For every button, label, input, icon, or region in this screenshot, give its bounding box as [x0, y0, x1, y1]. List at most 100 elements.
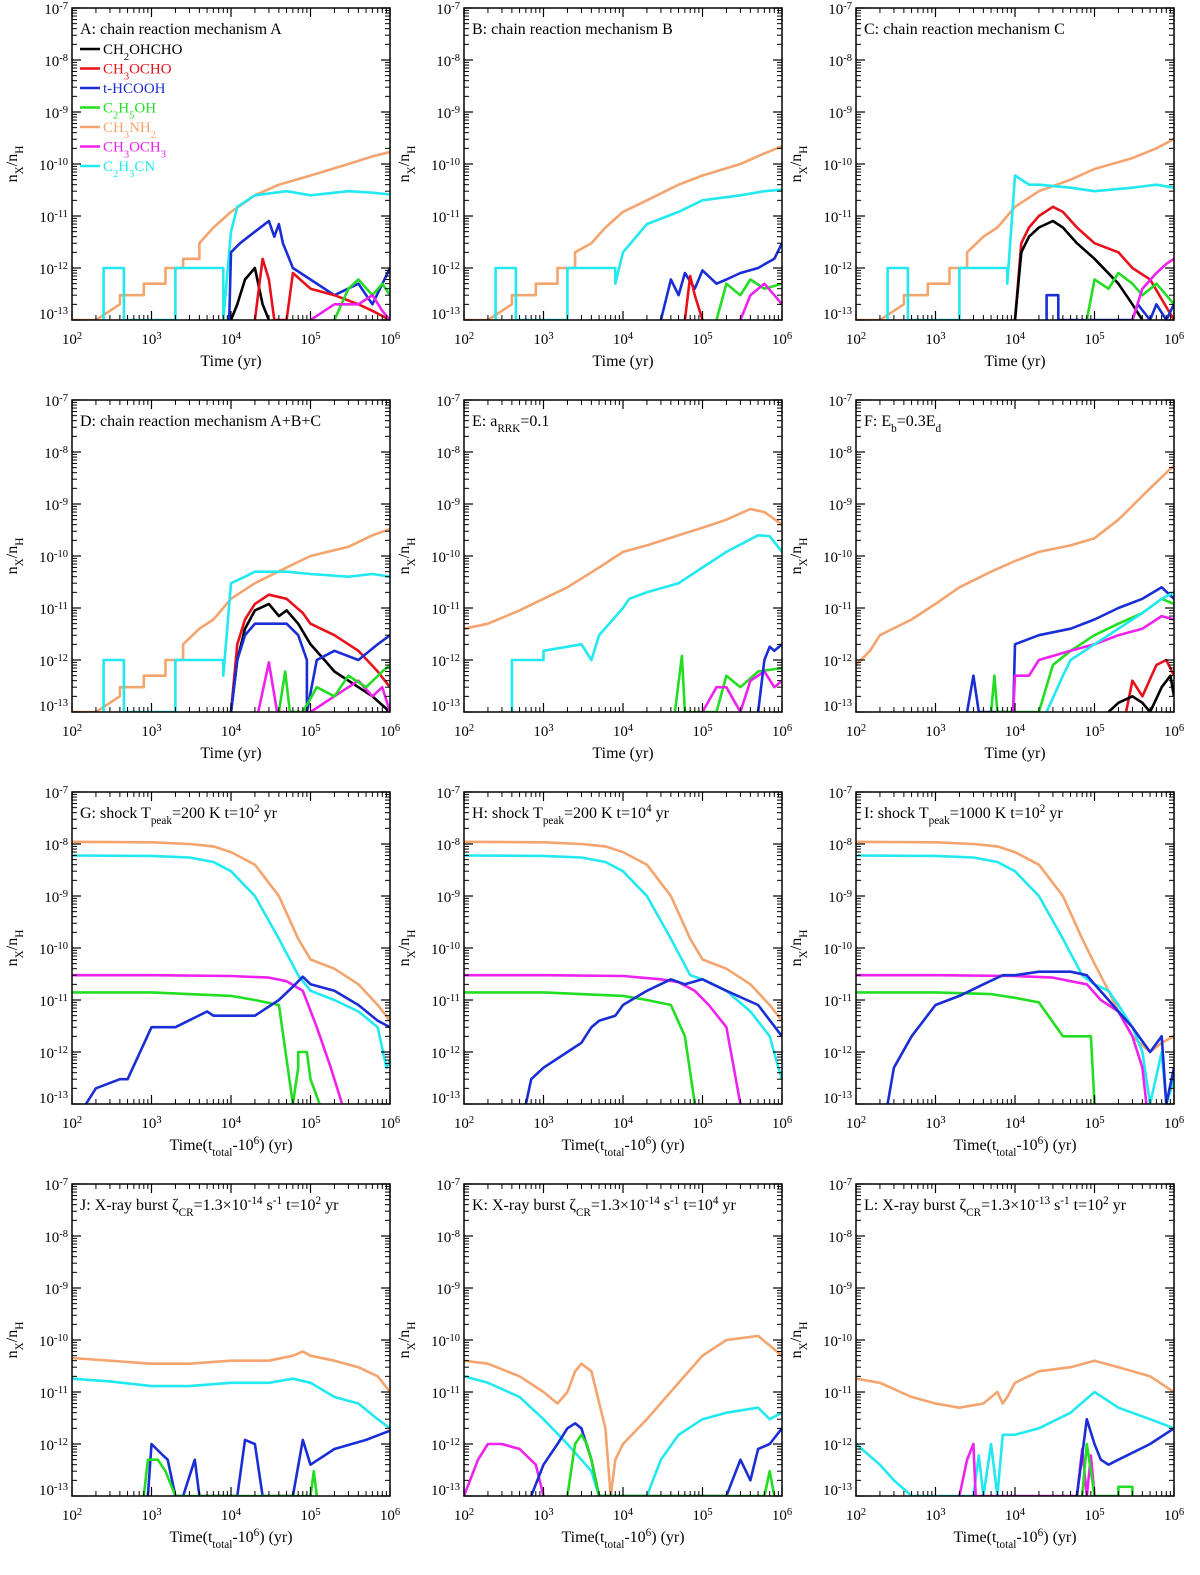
y-tick-label: 10-9: [828, 889, 852, 907]
y-tick-label: 10-9: [828, 1281, 852, 1299]
y-tick-label: 10-9: [436, 105, 460, 123]
x-tick-label: 103: [141, 1507, 161, 1525]
y-tick-label: 10-8: [436, 445, 460, 463]
x-tick-label: 102: [62, 1507, 82, 1525]
legend-label: CH3OCH3: [103, 140, 166, 161]
y-tick-label: 10-13: [431, 698, 460, 716]
y-tick-label: 10-12: [823, 1045, 852, 1063]
y-tick-label: 10-10: [431, 549, 460, 567]
panel-title: K: X-ray burst ζCR=1.3×10-14 s-1 t=104 y…: [472, 1195, 736, 1219]
x-tick-label: 106: [1164, 331, 1184, 349]
series-line-t-hcooh: [756, 643, 782, 712]
y-axis-label: nX/nH: [4, 146, 26, 183]
x-axis-label: Time (yr): [592, 353, 653, 370]
panel-b: 102 103 104 105 106 10-13 10-12 10-11 10-10 10-9 1…: [396, 1, 792, 371]
y-tick-label: 10-11: [823, 209, 852, 227]
series-line-c2h5oh: [1080, 1442, 1134, 1496]
plot-frame: [463, 7, 783, 321]
x-tick-label: 105: [692, 331, 712, 349]
y-tick-label: 10-12: [823, 1437, 852, 1455]
x-axis-label: Time(ttotal-106) (yr): [953, 1527, 1076, 1551]
y-tick-label: 10-10: [431, 941, 460, 959]
y-axis-label: nX/nH: [4, 1322, 26, 1359]
legend-label: t-HCOOH: [103, 81, 166, 97]
x-axis-label: Time(ttotal-106) (yr): [953, 1135, 1076, 1159]
y-tick-label: 10-10: [431, 157, 460, 175]
y-tick-label: 10-7: [436, 785, 460, 803]
series-line-ch3och3: [701, 670, 782, 712]
x-tick-label: 102: [454, 1507, 474, 1525]
series-line-c2h5oh: [989, 597, 1174, 712]
series-line-c2h5oh: [1085, 271, 1174, 320]
x-axis-label: Time(ttotal-106) (yr): [561, 1135, 684, 1159]
y-axis-label: nX/nH: [4, 538, 26, 575]
series-group-d: [72, 527, 390, 712]
series-line-ch3nh2: [856, 138, 1174, 320]
series-group-b: [464, 144, 782, 320]
y-tick-label: 10-12: [39, 261, 68, 279]
series-line-c2h3cn: [494, 188, 782, 320]
y-tick-label: 10-13: [431, 1090, 460, 1108]
panel-title: C: chain reaction mechanism C: [864, 21, 1065, 38]
series-line-ch3och3: [72, 973, 344, 1104]
plot-frame: [855, 791, 1175, 1105]
x-tick-label: 106: [772, 1115, 792, 1133]
x-tick-label: 106: [772, 331, 792, 349]
x-tick-label: 104: [613, 723, 634, 741]
x-tick-label: 105: [692, 723, 712, 741]
x-tick-label: 105: [300, 1507, 320, 1525]
x-tick-label: 104: [1005, 331, 1026, 349]
series-line-ch3och3: [1011, 614, 1174, 712]
x-tick-label: 104: [221, 331, 242, 349]
series-line-t-hcooh: [1045, 293, 1174, 320]
series-line-ch3ocho: [1013, 205, 1174, 320]
panel-e: 102 103 104 105 106 10-13 10-12 10-11 10-10 10-9 1…: [396, 393, 792, 763]
x-tick-label: 105: [692, 1115, 712, 1133]
x-tick-label: 103: [533, 331, 553, 349]
x-tick-label: 104: [221, 1507, 242, 1525]
panel-k: 102 103 104 105 106 10-13 10-12 10-11 10-10 10-9 1…: [396, 1177, 792, 1552]
series-line-c2h3cn: [1045, 591, 1174, 712]
x-axis-label: Time(ttotal-106) (yr): [169, 1527, 292, 1551]
series-line-ch3nh2: [856, 1359, 1174, 1409]
series-line-ch3och3: [856, 973, 1148, 1104]
series-line-t-hcooh: [965, 585, 1174, 712]
series-line-c2h5oh: [277, 664, 390, 712]
x-tick-label: 102: [454, 723, 474, 741]
series-group-l: [856, 1359, 1174, 1496]
y-tick-label: 10-8: [828, 445, 852, 463]
x-tick-label: 104: [221, 723, 242, 741]
x-tick-label: 102: [62, 723, 82, 741]
y-axis-label: nX/nH: [396, 930, 418, 967]
y-axis-label: nX/nH: [396, 1322, 418, 1359]
y-tick-label: 10-7: [828, 1177, 852, 1195]
series-line-c2h3cn: [102, 189, 390, 320]
x-axis-label: Time (yr): [200, 745, 261, 762]
y-tick-label: 10-13: [39, 1482, 68, 1500]
y-tick-label: 10-10: [823, 941, 852, 959]
series-line-ch2ohcho: [1013, 219, 1144, 320]
y-tick-label: 10-10: [823, 157, 852, 175]
panel-title: I: shock Tpeak=1000 K t=102 yr: [864, 803, 1063, 827]
panel-g: 102 103 104 105 106 10-13 10-12 10-11 10-10 10-9 1…: [4, 785, 400, 1160]
y-tick-label: 10-13: [823, 698, 852, 716]
x-tick-label: 102: [846, 1115, 866, 1133]
series-line-c2h5oh: [856, 991, 1096, 1104]
series-line-ch3nh2: [856, 464, 1174, 666]
y-axis-label: nX/nH: [788, 538, 810, 575]
y-tick-label: 10-11: [39, 1385, 68, 1403]
series-line-ch3nh2: [464, 507, 782, 630]
series-line-ch3nh2: [72, 840, 390, 1022]
series-line-c2h3cn: [72, 1377, 390, 1430]
y-tick-label: 10-7: [828, 785, 852, 803]
y-tick-label: 10-13: [823, 1090, 852, 1108]
series-group-h: [464, 840, 782, 1104]
y-tick-label: 10-8: [436, 53, 460, 71]
panel-title: G: shock Tpeak=200 K t=102 yr: [80, 803, 278, 827]
y-tick-label: 10-11: [39, 601, 68, 619]
plot-frame: [855, 1183, 1175, 1497]
series-group-i: [856, 840, 1174, 1104]
y-tick-label: 10-10: [39, 1333, 68, 1351]
